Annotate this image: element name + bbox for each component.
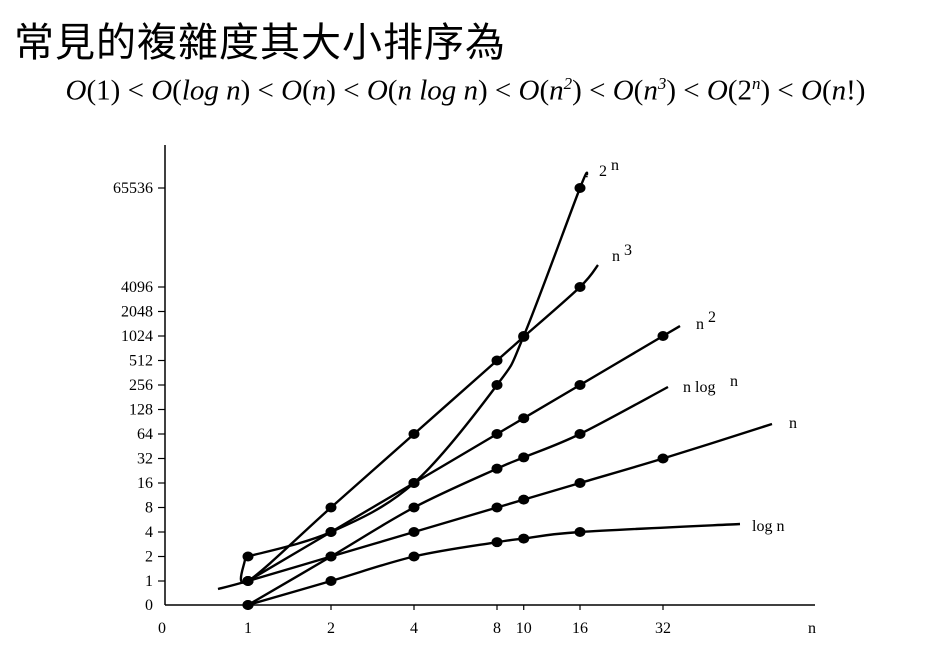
data-point [408, 551, 420, 562]
series-label-nlogn: n log [683, 379, 715, 396]
data-point [408, 429, 420, 439]
data-point [518, 452, 530, 463]
series-label-nlogn-sup: n [730, 373, 738, 390]
chart-series-points [242, 183, 669, 610]
data-point [657, 331, 669, 341]
data-point [518, 533, 530, 544]
data-point [325, 576, 337, 586]
data-point [491, 380, 503, 390]
y-tick-label: 4 [145, 524, 153, 541]
data-point [574, 478, 586, 488]
y-tick-label: 16 [137, 475, 153, 492]
data-point [491, 502, 503, 513]
series-label-n2-sup: 2 [708, 309, 716, 326]
data-point [408, 502, 420, 513]
y-tick-label: 65536 [113, 180, 153, 197]
series-label-n3: n [612, 248, 620, 265]
series-label-n: n [789, 415, 797, 432]
data-point [242, 600, 254, 610]
y-tick-label: 32 [137, 451, 153, 468]
data-point [574, 429, 586, 439]
data-point [325, 551, 337, 562]
y-tick-label: 1 [145, 573, 153, 590]
data-point [242, 551, 254, 562]
series-label-n2: n [696, 316, 704, 333]
data-point [574, 183, 586, 193]
page-title: 常見的複雜度其大小排序為 [14, 20, 506, 66]
x-tick-label: 10 [516, 620, 532, 637]
series-line [247, 171, 589, 558]
data-point [491, 537, 503, 548]
series-label-2n: 2 [599, 163, 607, 180]
data-point [574, 380, 586, 390]
x-tick-label: 8 [493, 620, 501, 637]
x-tick-label: 4 [410, 620, 418, 637]
series-line [247, 324, 681, 583]
data-point [657, 453, 669, 464]
data-point [325, 502, 337, 513]
data-point [574, 282, 586, 292]
chart-series-labels: log nnn log nn 2n 32 n [599, 157, 797, 535]
chart-axes [164, 145, 815, 606]
y-tick-label: 512 [129, 353, 153, 370]
series-label-n3-sup: 3 [624, 242, 632, 259]
y-tick-label: 64 [137, 426, 153, 443]
data-point [574, 527, 586, 537]
data-point [242, 576, 254, 586]
x-tick-label: 1 [244, 620, 252, 637]
data-point [408, 527, 420, 537]
data-point [325, 527, 337, 537]
y-tick-label: 2 [145, 549, 153, 566]
data-point [518, 413, 530, 424]
data-point [491, 463, 503, 474]
y-tick-label: 1024 [121, 328, 153, 345]
data-point [518, 331, 530, 341]
x-tick-label: 2 [327, 620, 335, 637]
y-tick-label: 4096 [121, 279, 153, 296]
series-label-2n-sup: n [611, 157, 619, 174]
data-point [491, 429, 503, 439]
x-axis-label: n [808, 620, 816, 637]
x-tick-label: 16 [572, 620, 588, 637]
data-point [491, 355, 503, 366]
data-point [518, 494, 530, 505]
y-tick-label: 0 [145, 597, 153, 614]
data-point [408, 478, 420, 488]
y-tick-label: 8 [145, 500, 153, 517]
x-tick-label: 0 [158, 620, 166, 637]
complexity-formula: O(1) < O(log n) < O(n) < O(n log n) < O(… [65, 74, 866, 107]
series-line [247, 385, 669, 607]
y-tick-label: 256 [129, 377, 153, 394]
y-tick-label: 2048 [121, 304, 153, 321]
y-tick-label: 128 [129, 402, 153, 419]
series-label-log-n: log n [752, 518, 784, 535]
series-line [239, 264, 599, 584]
x-tick-label: 32 [655, 620, 671, 637]
